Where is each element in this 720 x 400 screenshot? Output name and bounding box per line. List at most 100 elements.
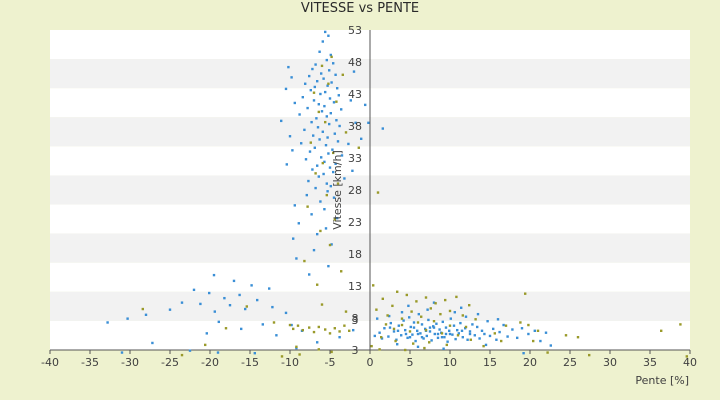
y-tick-label: 53 <box>348 24 362 37</box>
data-point-olive <box>660 329 663 332</box>
data-point-blue <box>466 338 469 341</box>
data-point-blue <box>343 177 346 180</box>
data-point-olive <box>344 310 348 313</box>
y-tick-label: 43 <box>348 88 362 101</box>
data-point-olive <box>420 315 423 318</box>
x-tick-labels: -40 -35 -30 -25 -20 -15 -10 -5 0 5 10 15 20 25 30 35 40 <box>41 350 697 369</box>
data-point-olive <box>306 205 309 208</box>
data-point-olive <box>424 296 428 299</box>
data-point-blue <box>351 169 354 172</box>
data-point-olive <box>316 283 319 286</box>
data-point-olive <box>432 320 436 323</box>
data-point-olive <box>245 305 248 308</box>
data-point-blue <box>404 328 407 332</box>
data-point-olive <box>317 110 320 114</box>
y-tick-label: 48 <box>348 56 362 69</box>
data-point-blue <box>106 321 109 324</box>
data-point-olive <box>335 100 338 103</box>
data-point-olive <box>320 303 324 306</box>
data-point-olive <box>314 172 317 175</box>
data-point-blue <box>308 74 311 78</box>
data-point-blue <box>310 213 313 216</box>
data-point-olive <box>348 329 351 332</box>
data-point-olive <box>428 341 431 344</box>
data-point-blue <box>428 326 432 329</box>
data-point-olive <box>412 342 415 345</box>
data-point-blue <box>327 152 330 155</box>
data-point-blue <box>468 330 472 333</box>
data-point-blue <box>324 144 328 147</box>
data-point-blue <box>328 122 331 126</box>
data-point-blue <box>435 322 438 325</box>
y-tick-label: 13 <box>348 280 362 293</box>
data-point-olive <box>429 307 432 310</box>
data-point-blue <box>338 124 341 128</box>
data-point-olive <box>324 328 327 331</box>
data-point-blue <box>380 337 384 340</box>
data-point-olive <box>303 259 306 263</box>
data-point-blue <box>436 336 440 340</box>
data-point-olive <box>564 334 568 337</box>
data-point-olive <box>292 327 295 331</box>
data-point-olive <box>434 302 437 305</box>
data-point-olive <box>391 304 394 308</box>
data-point-blue <box>311 67 314 71</box>
data-point-blue <box>404 332 408 336</box>
x-tick-label: -35 <box>81 356 99 369</box>
data-point-olive <box>416 321 420 324</box>
data-point-blue <box>313 85 316 89</box>
data-point-blue <box>471 323 474 326</box>
data-point-blue <box>284 87 288 91</box>
data-point-olive <box>319 229 322 233</box>
x-tick-label: 40 <box>683 356 697 369</box>
data-point-blue <box>438 328 441 331</box>
data-point-blue <box>275 334 278 337</box>
data-point-olive <box>469 338 472 341</box>
data-point-blue <box>428 330 432 333</box>
data-point-blue <box>457 332 460 335</box>
data-point-blue <box>330 81 333 84</box>
x-tick-label: 35 <box>643 356 657 369</box>
y-tick-label: 28 <box>348 184 362 197</box>
data-point-blue <box>325 58 328 62</box>
data-point-olive <box>317 348 320 351</box>
data-point-blue <box>408 316 411 319</box>
y-tick-label: 8 <box>352 312 359 325</box>
data-point-blue <box>486 320 489 323</box>
data-point-olive <box>536 329 540 332</box>
data-point-blue <box>327 264 330 268</box>
data-point-blue <box>488 334 492 338</box>
data-point-olive <box>312 91 316 94</box>
data-point-blue <box>180 301 184 304</box>
x-tick-label: -5 <box>325 356 336 369</box>
data-point-blue <box>217 320 220 324</box>
data-point-olive <box>482 344 485 348</box>
data-point-blue <box>549 344 552 347</box>
data-point-blue <box>442 347 445 350</box>
data-point-blue <box>533 329 536 332</box>
data-point-blue <box>290 323 293 327</box>
data-point-blue <box>317 175 320 178</box>
data-point-blue <box>319 92 322 96</box>
data-point-blue <box>328 69 331 72</box>
data-point-blue <box>433 332 436 336</box>
data-point-olive <box>423 346 426 350</box>
data-point-blue <box>520 327 524 330</box>
data-point-olive <box>204 343 207 347</box>
data-point-blue <box>240 327 243 331</box>
data-point-olive <box>141 307 144 311</box>
data-point-blue <box>151 341 154 345</box>
data-point-blue <box>378 331 381 334</box>
data-point-olive <box>400 323 404 327</box>
data-point-blue <box>301 96 304 99</box>
data-point-blue <box>120 351 124 354</box>
data-point-olive <box>394 339 397 343</box>
data-point-blue <box>483 332 486 336</box>
data-point-blue <box>373 334 376 338</box>
data-point-olive <box>404 348 407 352</box>
data-point-blue <box>338 336 341 339</box>
data-point-olive <box>338 330 341 333</box>
data-point-olive <box>381 297 384 300</box>
data-point-blue <box>310 120 313 124</box>
data-point-blue <box>300 142 303 145</box>
